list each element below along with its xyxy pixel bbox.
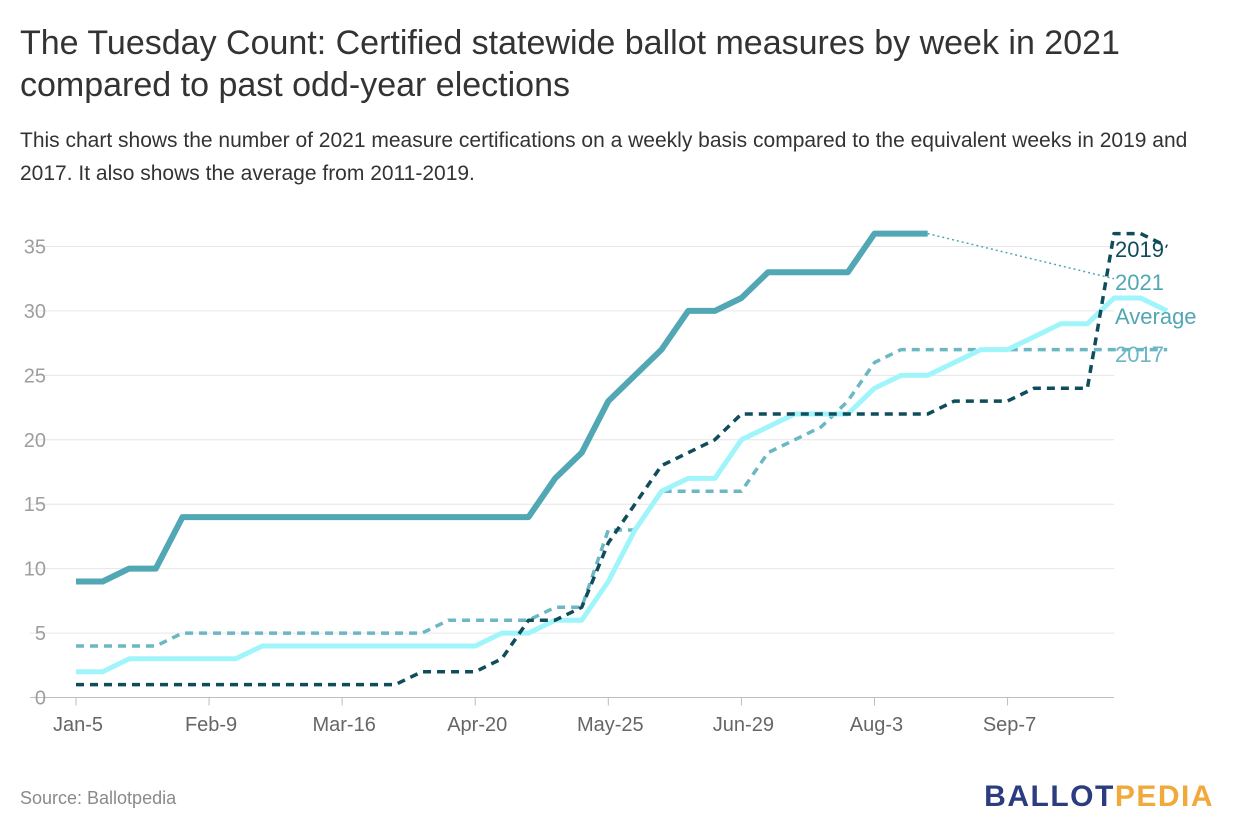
y-tick-label: 35 (24, 237, 46, 259)
series-label-average: Average (1115, 304, 1197, 329)
y-tick-label: 0 (35, 688, 46, 710)
series-line-2019 (76, 231, 1168, 687)
logo-part-ballot: BALLOT (984, 780, 1115, 813)
x-tick-label: Mar-16 (312, 714, 375, 736)
chart-title: The Tuesday Count: Certified statewide b… (20, 24, 1120, 104)
series-label-2019: 2019 (1115, 237, 1164, 262)
x-tick-label: Sep-7 (983, 714, 1036, 736)
y-tick-label: 30 (24, 301, 46, 323)
source-note: Source: Ballotpedia (20, 788, 177, 808)
series-line-2017 (76, 347, 1168, 648)
series-line-average (76, 295, 1169, 675)
y-tick-label: 20 (24, 430, 46, 452)
y-tick-label: 10 (24, 559, 46, 581)
grid-lines (30, 246, 1114, 698)
chart-subtitle: This chart shows the number of 2021 meas… (20, 129, 1188, 185)
line-chart: 0 5 10 15 20 25 30 35 Jan-5 Feb-9 Mar-16 Apr-20 May… (24, 230, 1197, 736)
x-tick-label: May-25 (577, 714, 644, 736)
series-label-2021: 2021 (1115, 270, 1164, 295)
y-tick-label: 25 (24, 365, 46, 387)
series-line-2021 (76, 230, 928, 585)
y-axis: 0 5 10 15 20 25 30 35 (24, 237, 46, 710)
x-tick-label: Aug-3 (850, 714, 903, 736)
series-projection-2021 (927, 232, 1115, 280)
x-axis: Jan-5 Feb-9 Mar-16 Apr-20 May-25 Jun-29 Aug-3 S… (53, 697, 1036, 736)
logo-part-pedia: PEDIA (1114, 780, 1214, 813)
x-tick-label: Jun-29 (713, 714, 774, 736)
series-lines (76, 230, 1169, 687)
ballotpedia-logo[interactable]: BALLOTPEDIA (984, 780, 1214, 814)
x-tick-label: Jan-5 (53, 714, 103, 736)
series-label-2017: 2017 (1115, 342, 1164, 367)
y-tick-label: 5 (35, 623, 46, 645)
x-tick-label: Apr-20 (447, 714, 507, 736)
series-labels: 2019 2021 Average 2017 (1115, 237, 1197, 367)
y-tick-label: 15 (24, 494, 46, 516)
x-tick-label: Feb-9 (185, 714, 237, 736)
